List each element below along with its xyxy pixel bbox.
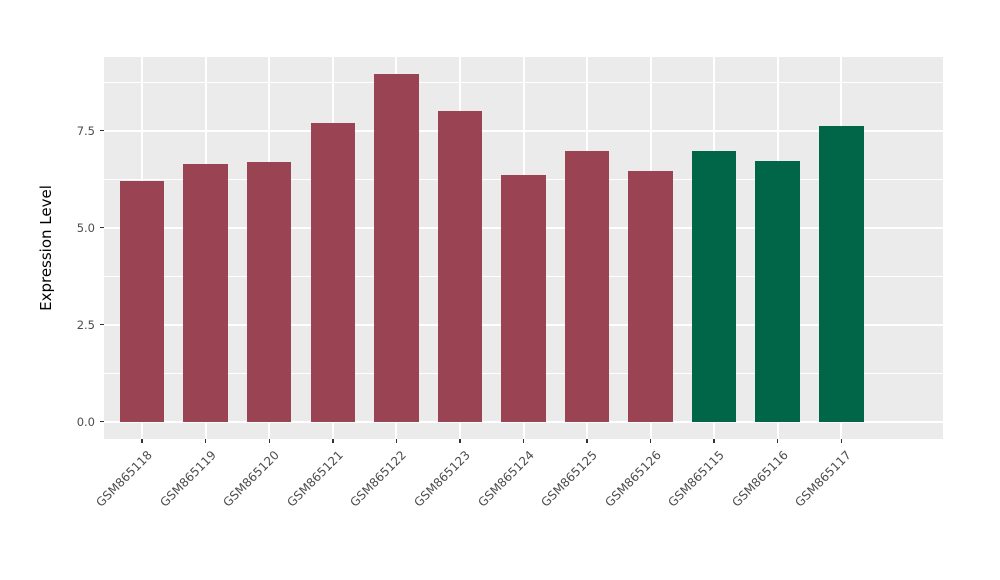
x-tick-label-GSM865118: GSM865118 (93, 448, 156, 510)
y-tick-mark (100, 129, 104, 132)
x-tick-label-GSM865116: GSM865116 (729, 448, 791, 510)
bar-GSM865125 (564, 150, 610, 422)
y-tick-mark (100, 323, 104, 326)
x-tick-label-GSM865120: GSM865120 (220, 448, 283, 510)
x-tick-mark (840, 439, 843, 443)
x-tick-label-GSM865117: GSM865117 (792, 448, 855, 510)
x-tick-mark (459, 439, 461, 443)
y-tick-label: 7.5 (76, 123, 95, 138)
x-tick-label-GSM865126: GSM865126 (601, 448, 664, 510)
y-tick-mark (100, 226, 104, 229)
x-tick-label-GSM865122: GSM865122 (347, 448, 410, 510)
bar-GSM865123 (437, 111, 483, 422)
bar-GSM865126 (628, 171, 673, 422)
x-tick-label-GSM865124: GSM865124 (474, 448, 537, 510)
x-tick-mark (395, 439, 398, 443)
x-tick-mark (204, 439, 207, 443)
bar-GSM865119 (183, 163, 228, 422)
x-tick-mark (332, 439, 334, 443)
x-tick-label-GSM865125: GSM865125 (538, 448, 600, 510)
x-tick-mark (522, 439, 525, 443)
x-tick-label-GSM865119: GSM865119 (157, 448, 219, 510)
x-tick-mark (776, 439, 779, 443)
y-tick-label: 2.5 (76, 317, 95, 332)
bar-GSM865121 (310, 122, 356, 422)
y-tick-mark (100, 420, 104, 423)
plot-panel (104, 57, 943, 439)
bar-GSM865122 (374, 74, 419, 422)
y-axis-title: Expression Level (37, 185, 55, 311)
x-tick-label-GSM865115: GSM865115 (665, 448, 728, 510)
bar-GSM865118 (119, 181, 165, 422)
y-tick-label: 0.0 (76, 414, 95, 429)
x-tick-label-GSM865121: GSM865121 (284, 448, 346, 510)
x-tick-label-GSM865123: GSM865123 (411, 448, 473, 510)
y-tick-label: 5.0 (76, 220, 95, 235)
bar-GSM865115 (691, 150, 737, 422)
x-tick-mark (586, 439, 588, 443)
x-tick-mark (649, 439, 652, 443)
bar-GSM865117 (819, 126, 864, 422)
bar-GSM865116 (755, 161, 800, 422)
x-tick-mark (141, 439, 143, 443)
bar-GSM865120 (247, 161, 292, 422)
x-tick-mark (713, 439, 715, 443)
x-tick-mark (268, 439, 270, 443)
bar-GSM865124 (501, 174, 546, 422)
